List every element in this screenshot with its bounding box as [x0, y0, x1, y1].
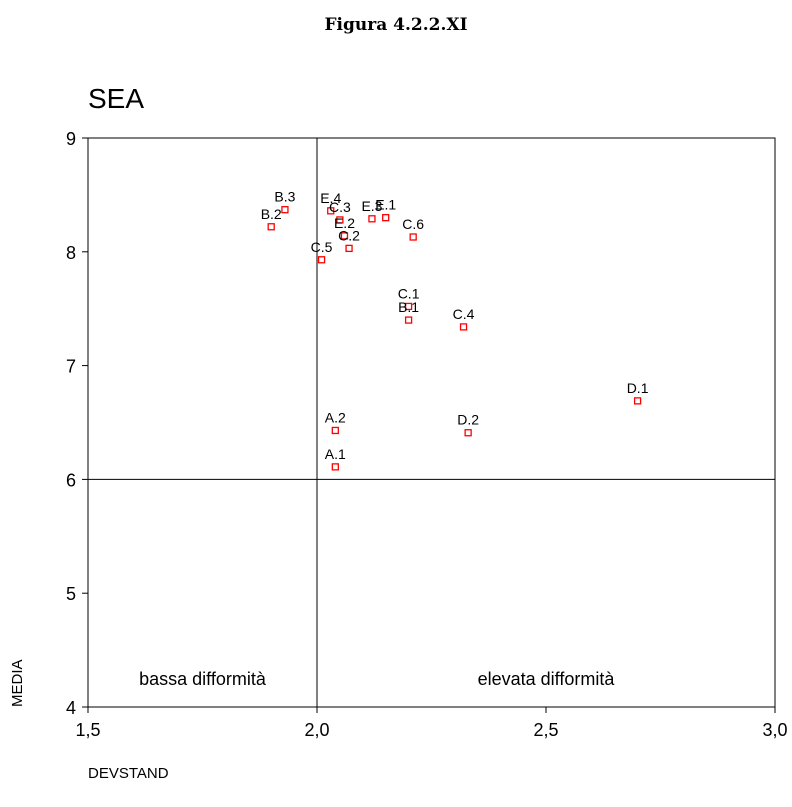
- data-point-label: E.2: [334, 215, 355, 231]
- data-point-marker: [340, 232, 349, 240]
- data-point-label: C.5: [311, 239, 333, 255]
- data-point-marker: [331, 463, 339, 471]
- y-tick-label: 7: [66, 357, 76, 377]
- data-point-label: B.1: [398, 299, 419, 315]
- data-point-marker: [633, 397, 642, 405]
- region-label-left: bassa difformità: [139, 669, 267, 689]
- data-point-label: C.6: [402, 216, 424, 232]
- region-label-right: elevata difformità: [478, 669, 616, 689]
- data-point-marker: [404, 316, 413, 324]
- y-axis-label: MEDIA: [9, 659, 26, 707]
- data-point-marker: [331, 426, 339, 435]
- data-point-label: A.2: [325, 409, 346, 425]
- data-point-marker: [317, 256, 326, 264]
- data-point-marker: [382, 214, 390, 222]
- data-point-marker: [404, 302, 413, 311]
- data-point-marker: [368, 215, 376, 223]
- data-point-marker: [345, 244, 353, 253]
- data-point-label: B.3: [274, 189, 295, 205]
- data-point-marker: [267, 223, 275, 231]
- data-point-label: D.2: [457, 412, 479, 428]
- x-tick-label: 2,5: [533, 720, 558, 740]
- data-point-label: C.4: [453, 306, 475, 322]
- y-tick-label: 6: [66, 470, 76, 490]
- data-point-marker: [409, 233, 417, 241]
- data-point-label: D.1: [627, 380, 649, 396]
- x-tick-label: 2,0: [304, 720, 329, 740]
- y-axis-ticks: 4 5 6 7 8 9: [66, 129, 88, 718]
- data-point-label: C.2: [338, 227, 360, 243]
- figure-caption: Figura 4.2.2.XI: [324, 15, 468, 35]
- y-tick-label: 8: [66, 243, 76, 263]
- chart-title: SEA: [88, 83, 144, 114]
- data-point-marker: [327, 207, 335, 215]
- plot-area: [87, 137, 776, 708]
- data-point-label: C.1: [398, 285, 420, 301]
- y-tick-label: 4: [66, 698, 76, 718]
- x-tick-label: 1,5: [75, 720, 100, 740]
- x-axis-label: DEVSTAND: [88, 765, 169, 782]
- data-point-marker: [464, 429, 472, 437]
- data-point-label: E.3: [361, 198, 382, 214]
- data-point-marker: [281, 206, 289, 214]
- plot-frame: [87, 137, 776, 708]
- x-axis-ticks: 1,5 2,0 2,5 3,0: [75, 707, 788, 740]
- y-tick-label: 5: [66, 584, 76, 604]
- x-tick-label: 3,0: [762, 720, 787, 740]
- data-point-label: B.2: [261, 206, 282, 222]
- data-point-label: E.4: [320, 190, 341, 206]
- data-points: B.3B.2 E.4C.3E.2C.2E.3E.1 C.6 C.5 C.1B.1 C.4 D…: [261, 189, 649, 471]
- data-point-marker: [336, 216, 344, 224]
- data-point-label: C.3: [329, 199, 351, 215]
- y-tick-label: 9: [66, 129, 76, 149]
- data-point-label: A.1: [325, 446, 346, 462]
- data-point-marker: [459, 323, 468, 331]
- data-point-label: E.1: [375, 197, 396, 213]
